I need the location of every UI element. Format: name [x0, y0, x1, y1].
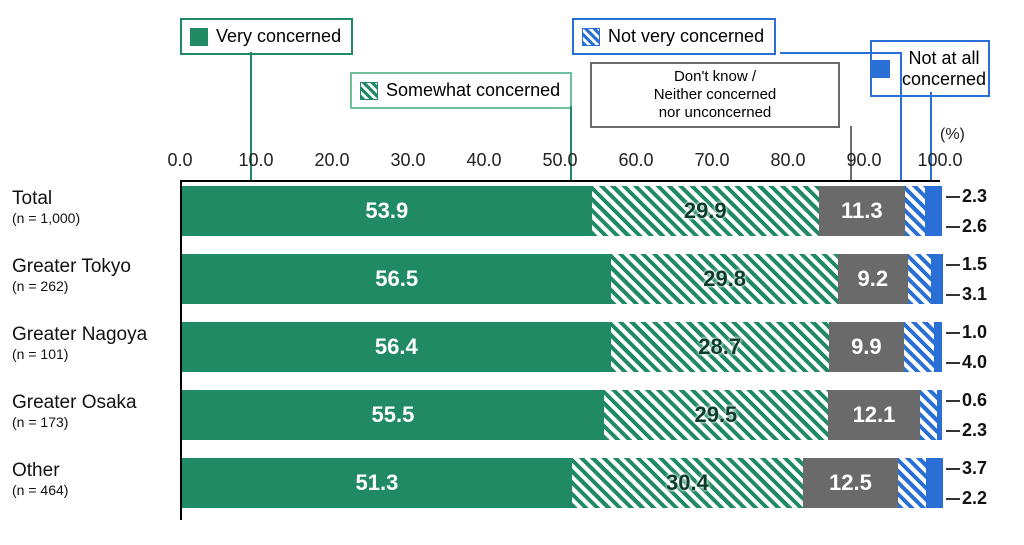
segment-not-very-concerned — [920, 390, 937, 440]
bar-row: 56.529.89.2 — [182, 254, 942, 304]
row-n: (n = 101) — [12, 346, 172, 362]
row-label: Greater Tokyo(n = 262) — [12, 256, 172, 294]
row-n: (n = 173) — [12, 414, 172, 430]
axis-tick-label: 60.0 — [618, 150, 653, 171]
axis-tick-label: 50.0 — [542, 150, 577, 171]
segment-dont-know: 12.5 — [803, 458, 898, 508]
swatch-not-at-all-concerned — [872, 60, 890, 78]
row-label: Total(n = 1,000) — [12, 188, 172, 226]
segment-dont-know: 12.1 — [828, 390, 920, 440]
segment-somewhat-concerned: 30.4 — [572, 458, 803, 508]
bar-row: 55.529.512.1 — [182, 390, 942, 440]
bar-row: 56.428.79.9 — [182, 322, 942, 372]
segment-dont-know: 9.2 — [838, 254, 908, 304]
axis-tick-label: 90.0 — [846, 150, 881, 171]
legend-very-concerned: Very concerned — [180, 18, 353, 55]
bar-row: 51.330.412.5 — [182, 458, 942, 508]
concern-stacked-bar-chart: Very concerned Somewhat concerned Not ve… — [0, 0, 1024, 545]
segment-very-concerned: 55.5 — [182, 390, 604, 440]
segment-somewhat-concerned: 29.9 — [592, 186, 819, 236]
out-label-top: 0.6 — [946, 390, 987, 411]
out-label-top: 1.5 — [946, 254, 987, 275]
axis-tick-label: 80.0 — [770, 150, 805, 171]
swatch-not-very-concerned — [582, 28, 600, 46]
axis-tick-label: 70.0 — [694, 150, 729, 171]
out-label-top: 3.7 — [946, 458, 987, 479]
legend-not-very-concerned: Not very concerned — [572, 18, 776, 55]
axis-tick-label: 10.0 — [238, 150, 273, 171]
axis-tick-label: 30.0 — [390, 150, 425, 171]
segment-very-concerned: 56.5 — [182, 254, 611, 304]
segment-not-at-all-concerned — [925, 186, 942, 236]
out-label-bottom: 2.6 — [946, 216, 987, 237]
segment-very-concerned: 51.3 — [182, 458, 572, 508]
row-n: (n = 262) — [12, 278, 172, 294]
out-label-bottom: 2.2 — [946, 488, 987, 509]
legend-not-at-all-concerned: Not at all concerned — [870, 40, 990, 97]
segment-not-very-concerned — [898, 458, 926, 508]
out-label-top: 2.3 — [946, 186, 987, 207]
axis-tick-label: 100.0 — [917, 150, 962, 171]
out-label-bottom: 3.1 — [946, 284, 987, 305]
out-label-bottom: 4.0 — [946, 352, 987, 373]
row-name: Greater Nagoya — [12, 324, 172, 346]
segment-not-very-concerned — [905, 186, 925, 236]
row-label: Other(n = 464) — [12, 460, 172, 498]
segment-somewhat-concerned: 29.5 — [604, 390, 828, 440]
connector-not-very-concerned — [900, 52, 902, 180]
segment-not-very-concerned — [904, 322, 934, 372]
segment-dont-know: 11.3 — [819, 186, 905, 236]
legend-dont-know: Don't know / Neither concerned nor uncon… — [590, 62, 840, 128]
legend-somewhat-concerned: Somewhat concerned — [350, 72, 572, 109]
segment-not-at-all-concerned — [926, 458, 943, 508]
row-label: Greater Nagoya(n = 101) — [12, 324, 172, 362]
row-name: Total — [12, 188, 172, 210]
segment-not-at-all-concerned — [937, 390, 942, 440]
swatch-somewhat-concerned — [360, 82, 378, 100]
row-name: Greater Osaka — [12, 392, 172, 414]
segment-not-at-all-concerned — [934, 322, 942, 372]
segment-very-concerned: 53.9 — [182, 186, 592, 236]
connector-not-very-concerned-h — [780, 52, 900, 54]
legend-label: Not very concerned — [608, 26, 764, 47]
out-label-bottom: 2.3 — [946, 420, 987, 441]
segment-not-at-all-concerned — [931, 254, 942, 304]
axis-tick-label: 0.0 — [167, 150, 192, 171]
row-name: Other — [12, 460, 172, 482]
legend-label: Don't know / Neither concerned nor uncon… — [654, 68, 777, 122]
segment-not-very-concerned — [908, 254, 932, 304]
legend-label: Somewhat concerned — [386, 80, 560, 101]
legend-label: Very concerned — [216, 26, 341, 47]
axis-unit-label: (%) — [940, 126, 965, 144]
axis-tick-label: 20.0 — [314, 150, 349, 171]
out-label-top: 1.0 — [946, 322, 987, 343]
row-n: (n = 464) — [12, 482, 172, 498]
segment-dont-know: 9.9 — [829, 322, 904, 372]
row-name: Greater Tokyo — [12, 256, 172, 278]
segment-very-concerned: 56.4 — [182, 322, 611, 372]
swatch-very-concerned — [190, 28, 208, 46]
legend-label: Not at all concerned — [902, 48, 986, 89]
row-label: Greater Osaka(n = 173) — [12, 392, 172, 430]
segment-somewhat-concerned: 28.7 — [611, 322, 829, 372]
bar-row: 53.929.911.3 — [182, 186, 942, 236]
segment-somewhat-concerned: 29.8 — [611, 254, 837, 304]
axis-tick-label: 40.0 — [466, 150, 501, 171]
row-n: (n = 1,000) — [12, 210, 172, 226]
